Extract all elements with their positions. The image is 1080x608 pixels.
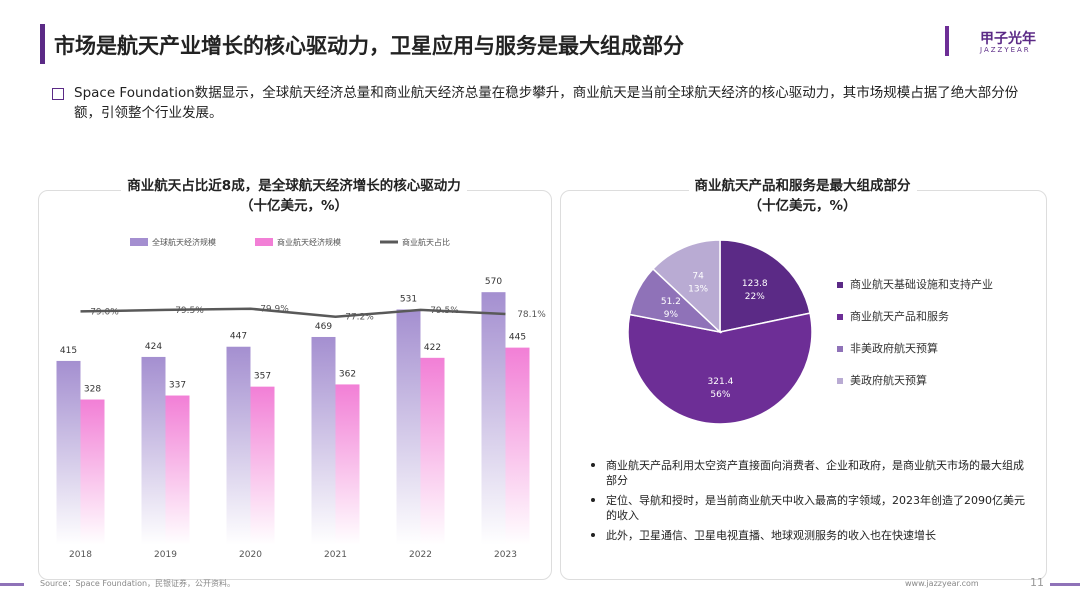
chart-title-text: 商业航天占比近8成，是全球航天经济增长的核心驱动力: [121, 178, 467, 194]
slice-value: 74: [692, 271, 704, 281]
slice-value: 321.4: [708, 377, 734, 387]
pie-slice: [719, 239, 811, 333]
notes: 商业航天产品利用太空资产直接面向消费者、企业和政府，是商业航天市场的最大组成部分…: [588, 458, 1028, 548]
note: 商业航天产品利用太空资产直接面向消费者、企业和政府，是商业航天市场的最大组成部分: [588, 458, 1028, 488]
value-label: 447: [230, 332, 247, 342]
bar: [141, 356, 166, 545]
note: 定位、导航和授时，是当前商业航天中收入最高的字领域，2023年创造了2090亿美…: [588, 493, 1028, 523]
slide-title: 市场是航天产业增长的核心驱动力，卫星应用与服务是最大组成部分: [54, 34, 684, 58]
chart-subtitle: （十亿美元，%）: [748, 198, 857, 214]
x-tick-label: 2023: [494, 550, 517, 560]
bar: [481, 292, 506, 545]
url: www.jazzyear.com: [905, 579, 979, 588]
line-label: 79.5%: [430, 306, 459, 316]
value-label: 469: [315, 322, 332, 332]
intro: Space Foundation数据显示，全球航天经济总量和商业航天经济总量在稳…: [74, 85, 1019, 121]
bar: [80, 399, 105, 545]
bar: [335, 384, 360, 545]
legend-swatch: [837, 282, 843, 288]
chart-title-text: 商业航天产品和服务是最大组成部分: [688, 178, 917, 194]
pie-slice: [627, 312, 813, 425]
bullet-box: [52, 88, 64, 100]
legend-label: 商业航天占比: [402, 237, 450, 247]
legend-swatch: [837, 378, 843, 384]
chart-title: 商业航天产品和服务是最大组成部分 （十亿美元，%）: [560, 174, 1045, 214]
note: 此外，卫星通信、卫星电视直播、地球观测服务的收入也在快速增长: [588, 528, 1028, 543]
x-tick-label: 2022: [409, 550, 432, 560]
title-accent: [40, 24, 45, 64]
value-label: 424: [145, 342, 162, 352]
logo-sub: JAZZYEAR: [980, 46, 1031, 54]
legend-swatch: [130, 238, 148, 246]
legend-item: 商业航天经济规模: [255, 237, 341, 247]
slice-share: 22%: [745, 292, 765, 302]
value-label: 422: [424, 343, 441, 353]
legend-swatch: [837, 346, 843, 352]
legend-item: 商业航天占比: [380, 237, 450, 247]
x-tick-label: 2020: [239, 550, 262, 560]
footer-bar: [1050, 583, 1080, 586]
logo: 甲子光年: [980, 31, 1036, 47]
logo-mark: [945, 26, 949, 56]
pie-slice: [651, 239, 721, 334]
bar: [250, 386, 275, 545]
line-label: 77.2%: [345, 313, 374, 323]
bar: [396, 309, 421, 545]
legend-label: 商业航天产品和服务: [850, 309, 949, 323]
value-label: 445: [509, 333, 526, 343]
legend-swatch: [837, 314, 843, 320]
chart-subtitle: （十亿美元，%）: [239, 198, 349, 214]
footer-bar: [0, 583, 24, 586]
slice-share: 13%: [688, 284, 708, 294]
line-label: 79.9%: [260, 305, 289, 315]
value-label: 362: [339, 369, 356, 379]
slice-share: 56%: [710, 390, 730, 400]
note-dot: [591, 463, 595, 467]
bar: [226, 346, 251, 545]
value-label: 357: [254, 372, 271, 382]
legend-item: 全球航天经济规模: [130, 237, 216, 247]
legend-label: 商业航天经济规模: [277, 237, 341, 247]
slice-share: 9%: [664, 310, 679, 320]
note-text: 定位、导航和授时，是当前商业航天中收入最高的字领域，2023年创造了2090亿美…: [606, 494, 1025, 522]
legend-label: 美政府航天预算: [850, 373, 927, 387]
line: [80, 307, 506, 318]
x-tick-label: 2019: [154, 550, 177, 560]
bar: [505, 347, 530, 545]
legend-swatch: [255, 238, 273, 246]
value-label: 415: [60, 346, 77, 356]
line-label: 78.1%: [517, 310, 546, 320]
value-label: 328: [84, 385, 101, 395]
legend-label: 商业航天基础设施和支持产业: [850, 277, 993, 291]
slice-value: 51.2: [661, 297, 681, 307]
x-tick-label: 2021: [324, 550, 347, 560]
note-text: 商业航天产品利用太空资产直接面向消费者、企业和政府，是商业航天市场的最大组成部分: [606, 459, 1024, 487]
note-dot: [591, 533, 595, 537]
bar: [56, 360, 81, 545]
note-text: 此外，卫星通信、卫星电视直播、地球观测服务的收入也在快速增长: [606, 529, 936, 542]
bar: [420, 357, 445, 545]
source: Source：Space Foundation，民银证券，公开资料。: [40, 579, 236, 588]
x-tick-label: 2018: [69, 550, 92, 560]
note-dot: [591, 498, 595, 502]
line-label: 79.5%: [175, 306, 204, 316]
line-label: 79.0%: [90, 307, 119, 317]
legend-label: 非美政府航天预算: [850, 341, 938, 355]
value-label: 531: [400, 294, 417, 304]
slice-value: 123.8: [742, 279, 768, 289]
bar: [311, 336, 336, 545]
value-label: 570: [485, 277, 502, 287]
legend-label: 全球航天经济规模: [152, 237, 216, 247]
chart-title: 商业航天占比近8成，是全球航天经济增长的核心驱动力 （十亿美元，%）: [38, 174, 550, 214]
bar: [165, 395, 190, 545]
value-label: 337: [169, 381, 186, 391]
page-number: 11: [1030, 576, 1044, 589]
